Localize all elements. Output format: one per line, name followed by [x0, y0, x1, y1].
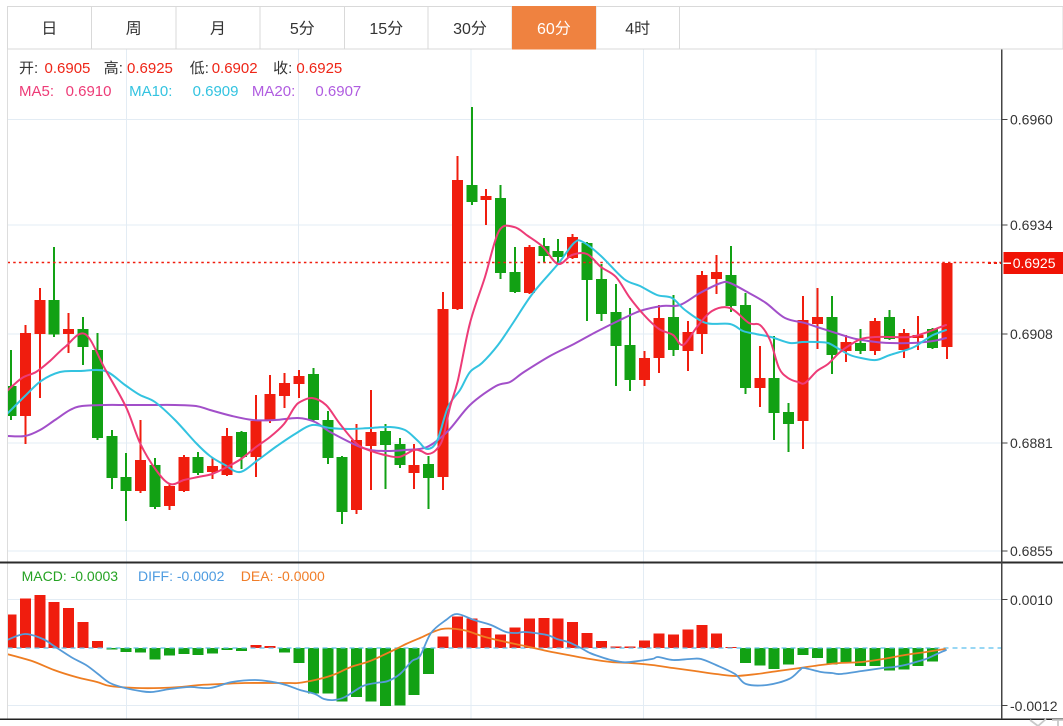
svg-text:0.6909: 0.6909: [193, 83, 239, 100]
svg-text:DEA: -0.0000: DEA: -0.0000: [241, 568, 325, 584]
svg-text:6: 6: [537, 21, 546, 38]
svg-text:0: 0: [546, 21, 555, 38]
svg-text::: :: [288, 60, 292, 77]
svg-text:0.6905: 0.6905: [45, 60, 91, 77]
svg-text:0.6910: 0.6910: [66, 83, 112, 100]
svg-text::: :: [34, 60, 38, 77]
svg-text:4: 4: [625, 21, 634, 38]
svg-text:MACD: -0.0003: MACD: -0.0003: [22, 568, 119, 584]
svg-text:0: 0: [462, 21, 471, 38]
svg-text:MA20:: MA20:: [252, 83, 295, 100]
svg-text:0.6925: 0.6925: [296, 60, 342, 77]
svg-text:0.6881: 0.6881: [1010, 435, 1053, 451]
svg-text:-0.0012: -0.0012: [1010, 698, 1058, 714]
svg-text:DIFF: -0.0002: DIFF: -0.0002: [138, 568, 225, 584]
svg-text:0.6907: 0.6907: [315, 83, 361, 100]
svg-text:MA10:: MA10:: [129, 83, 172, 100]
svg-text:0.6934: 0.6934: [1010, 217, 1053, 233]
svg-text:0.0010: 0.0010: [1010, 592, 1053, 608]
svg-text:0.6855: 0.6855: [1010, 543, 1053, 559]
svg-text:0.6925: 0.6925: [1013, 255, 1056, 271]
svg-text:3: 3: [453, 21, 462, 38]
svg-text:0.6960: 0.6960: [1010, 111, 1053, 127]
svg-text:5: 5: [290, 21, 299, 38]
svg-text:0.6902: 0.6902: [212, 60, 258, 77]
svg-text:1: 1: [369, 21, 378, 38]
svg-text::: :: [119, 60, 123, 77]
svg-text:0.6925: 0.6925: [127, 60, 173, 77]
svg-text:5: 5: [378, 21, 387, 38]
svg-text:0.6908: 0.6908: [1010, 326, 1053, 342]
svg-text::: :: [205, 60, 209, 77]
svg-text:MA5:: MA5:: [19, 83, 54, 100]
